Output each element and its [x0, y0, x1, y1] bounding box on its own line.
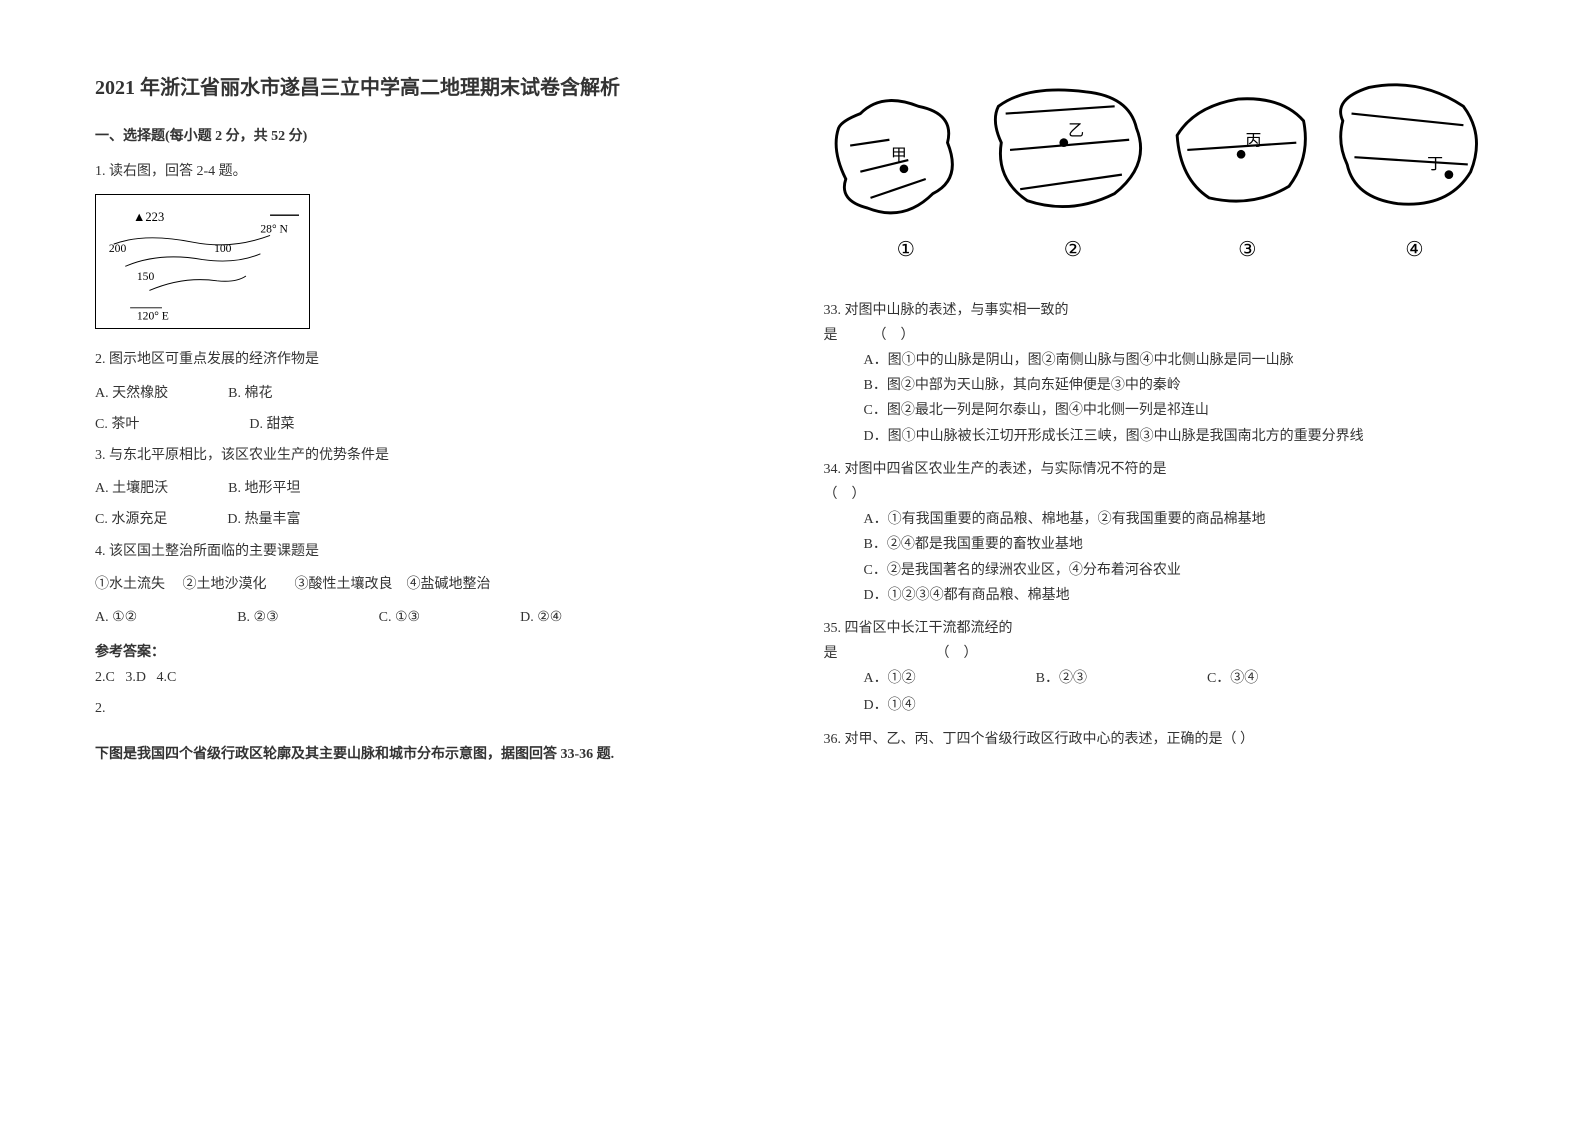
q3-b: B. 地形平坦 [228, 476, 300, 501]
q35: 35. 四省区中长江干流都流经的 是 （ ） A．①② B．②③ C．③④ D．… [824, 616, 1493, 719]
label-150: 150 [137, 270, 155, 283]
q2-d: D. 甜菜 [249, 412, 294, 437]
contour-150 [125, 254, 260, 267]
q4-items: ①水土流失 ②土地沙漠化 ③酸性土壤改良 ④盐碱地整治 [95, 572, 764, 597]
q33-b: B．图②中部为天山脉，其向东延伸便是③中的秦岭 [824, 373, 1493, 398]
q34-d: D．①②③④都有商品粮、棉基地 [824, 583, 1493, 608]
q35-a: A．①② [864, 666, 916, 691]
q33-c: C．图②最北一列是阿尔泰山，图④中北侧一列是祁连山 [824, 398, 1493, 423]
q3-a: A. 土壤肥沃 [95, 476, 168, 501]
provinces-figure: 甲 ① 乙 ② 丙 ③ [824, 70, 1493, 283]
right-column: 甲 ① 乙 ② 丙 ③ [824, 70, 1493, 771]
q36: 36. 对甲、乙、丙、丁四个省级行政区行政中心的表述，正确的是（ ） [824, 727, 1493, 752]
q3-row2: C. 水源充足 D. 热量丰富 [95, 507, 764, 532]
q36-stem: 36. 对甲、乙、丙、丁四个省级行政区行政中心的表述，正确的是（ ） [824, 727, 1493, 752]
q4-a: A. ①② [95, 605, 137, 630]
q2-stem: 2. 图示地区可重点发展的经济作物是 [95, 347, 764, 372]
q34-b: B．②④都是我国重要的畜牧业基地 [824, 532, 1493, 557]
svg-text:③: ③ [1238, 239, 1256, 261]
q34-c: C．②是我国著名的绿洲农业区，④分布着河谷农业 [824, 558, 1493, 583]
q35-row1: A．①② B．②③ C．③④ [824, 666, 1493, 691]
q35-stem1: 35. 四省区中长江干流都流经的 [824, 616, 1493, 641]
exam-page: 2021 年浙江省丽水市遂昌三立中学高二地理期末试卷含解析 一、选择题(每小题 … [95, 70, 1492, 771]
q2-row2: C. 茶叶 D. 甜菜 [95, 412, 764, 437]
q34-a: A．①有我国重要的商品粮、棉地基，②有我国重要的商品棉基地 [824, 507, 1493, 532]
peak-label: ▲223 [133, 210, 164, 224]
contour-map-svg: ▲223 200 150 100 28° N 120° E [106, 201, 299, 322]
contour-200 [114, 236, 270, 245]
q33-stem1: 33. 对图中山脉的表述，与事实相一致的 [824, 298, 1493, 323]
svg-text:乙: 乙 [1068, 122, 1084, 139]
q33-stem2: 是 （ ） [824, 323, 1493, 348]
q4-b: B. ②③ [237, 605, 278, 630]
svg-text:④: ④ [1405, 239, 1423, 261]
q4-c: C. ①③ [379, 605, 420, 630]
section-1-header: 一、选择题(每小题 2 分，共 52 分) [95, 124, 764, 149]
q34-stem1: 34. 对图中四省区农业生产的表述，与实际情况不符的是 [824, 457, 1493, 482]
q2-numbering: 2. [95, 696, 764, 721]
answers-label: 参考答案： [95, 640, 764, 665]
q4-d: D. ②④ [520, 605, 562, 630]
svg-text:②: ② [1063, 239, 1081, 261]
q34: 34. 对图中四省区农业生产的表述，与实际情况不符的是 （ ） A．①有我国重要… [824, 457, 1493, 608]
q35-stem2: 是 （ ） [824, 641, 1493, 666]
answers-line: 2.C 3.D 4.C [95, 665, 764, 690]
provinces-svg: 甲 ① 乙 ② 丙 ③ [824, 70, 1493, 273]
svg-text:甲: 甲 [890, 147, 906, 164]
q2-row1: A. 天然橡胶 B. 棉花 [95, 381, 764, 406]
left-column: 2021 年浙江省丽水市遂昌三立中学高二地理期末试卷含解析 一、选择题(每小题 … [95, 70, 764, 771]
contour-100 [149, 276, 246, 290]
label-lon: 120° E [137, 310, 169, 323]
page-title: 2021 年浙江省丽水市遂昌三立中学高二地理期末试卷含解析 [95, 70, 764, 106]
province-2: 乙 ② [995, 90, 1140, 261]
q3-row1: A. 土壤肥沃 B. 地形平坦 [95, 476, 764, 501]
q33: 33. 对图中山脉的表述，与事实相一致的 是 （ ） A．图①中的山脉是阴山，图… [824, 298, 1493, 449]
label-200: 200 [109, 242, 127, 255]
q3-d: D. 热量丰富 [227, 507, 300, 532]
contour-map-figure: ▲223 200 150 100 28° N 120° E [95, 194, 310, 329]
svg-text:①: ① [896, 239, 914, 261]
q33-d: D．图①中山脉被长江切开形成长江三峡，图③中山脉是我国南北方的重要分界线 [824, 424, 1493, 449]
province-1: 甲 ① [836, 101, 952, 261]
q2-c: C. 茶叶 [95, 412, 139, 437]
q2-a: A. 天然橡胶 [95, 381, 168, 406]
q3-c: C. 水源充足 [95, 507, 167, 532]
province-3: 丙 ③ [1177, 99, 1305, 261]
q3-stem: 3. 与东北平原相比，该区农业生产的优势条件是 [95, 443, 764, 468]
q4-opts: A. ①② B. ②③ C. ①③ D. ②④ [95, 605, 764, 630]
q33-a: A．图①中的山脉是阴山，图②南侧山脉与图④中北侧山脉是同一山脉 [824, 348, 1493, 373]
svg-text:丁: 丁 [1427, 156, 1443, 173]
q34-stem2: （ ） [824, 482, 1493, 507]
label-100: 100 [214, 242, 232, 255]
q35-d: D．①④ [824, 693, 1493, 718]
label-lat: 28° N [260, 223, 288, 236]
q35-b: B．②③ [1036, 666, 1087, 691]
q1-stem: 1. 读右图，回答 2-4 题。 [95, 159, 764, 184]
q4-stem: 4. 该区国土整治所面临的主要课题是 [95, 539, 764, 564]
province-4: 丁 ④ [1340, 85, 1476, 261]
intro-33: 下图是我国四个省级行政区轮廓及其主要山脉和城市分布示意图，据图回答 33-36 … [95, 742, 764, 767]
svg-text:丙: 丙 [1245, 133, 1261, 150]
q35-c: C．③④ [1207, 666, 1258, 691]
q2-b: B. 棉花 [228, 381, 272, 406]
